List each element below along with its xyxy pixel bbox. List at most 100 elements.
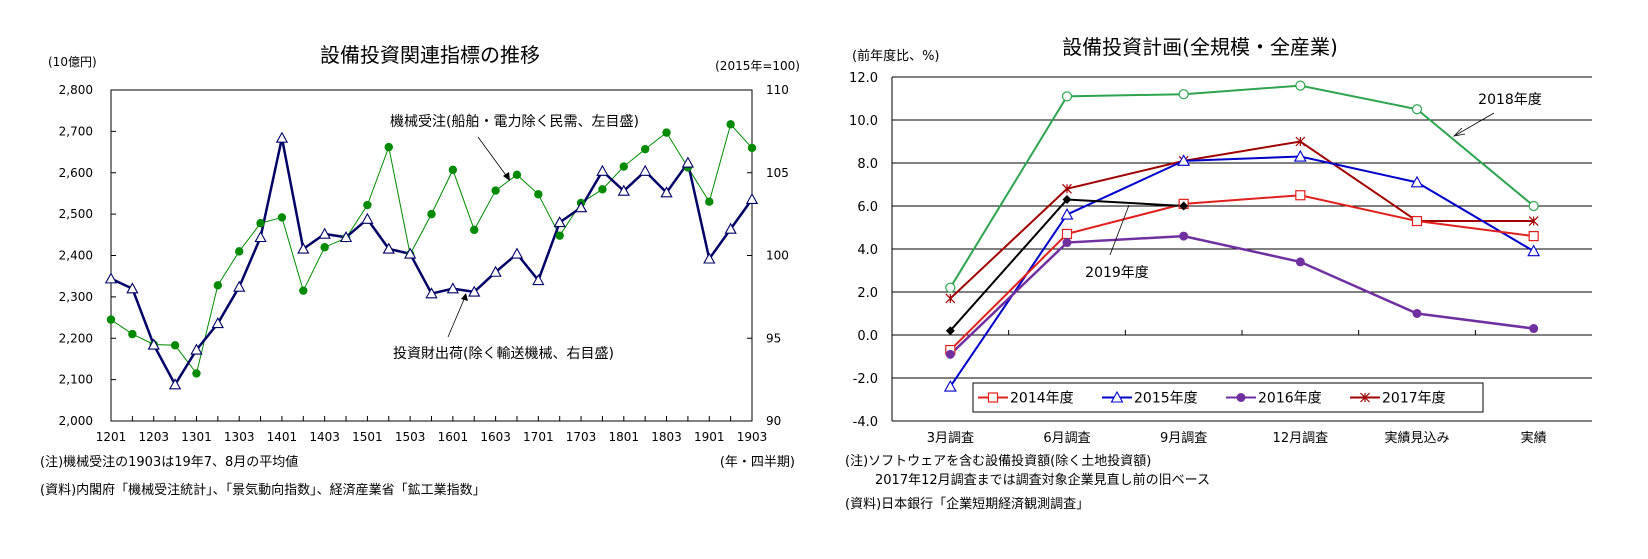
series-2019年度-point — [1179, 201, 1189, 211]
machinery-orders-point — [128, 329, 137, 339]
series-2015年度-point — [1527, 244, 1541, 257]
y-tick-label: 10.0 — [849, 114, 878, 129]
capital-goods-shipments-point — [190, 343, 203, 355]
capital-goods-shipments-point — [275, 131, 289, 143]
shipments-arrow — [447, 296, 466, 338]
series-2016年度-point — [1529, 324, 1539, 334]
capital-goods-shipments-point — [639, 164, 652, 176]
x-tick-label: 1203 — [138, 430, 169, 444]
left-y-tick-label: 2,000 — [59, 414, 93, 428]
machinery-orders-point — [213, 281, 223, 290]
series-2018年度-point — [1411, 104, 1423, 115]
annotation-2018-arrow — [1455, 112, 1495, 136]
category-label: 実績 — [1521, 430, 1547, 446]
machinery-orders-point — [747, 143, 757, 153]
right-y-tick-label: 95 — [766, 331, 781, 345]
annotation-2019-arrow — [1109, 204, 1130, 256]
left-source: (資料)内閣府「機械受注統計」、「景気動向指数」、経済産業省「鉱工業指数」 — [40, 482, 486, 498]
series-2017年度-point — [1062, 183, 1072, 194]
x-tick-label: 1901 — [694, 430, 725, 444]
series-2017年度-line — [949, 140, 1534, 300]
capital-goods-shipments-point — [574, 201, 588, 213]
y-tick-label: 12.0 — [849, 71, 878, 86]
annotation-2018-arrowhead — [1452, 127, 1466, 137]
left-y-tick-label: 2,200 — [59, 331, 93, 345]
x-tick-label: 1301 — [181, 430, 212, 444]
right-y-tick-label: 105 — [766, 166, 789, 180]
capital-goods-shipments-point — [361, 212, 374, 224]
series-2017年度-point — [1295, 136, 1306, 147]
machinery-orders-point — [448, 165, 458, 175]
left-x-axis-unit: (年・四半期) — [720, 455, 795, 470]
series-2014年度-line — [949, 194, 1534, 351]
legend-label: 2017年度 — [1382, 391, 1446, 407]
series-2018年度-point — [1528, 200, 1539, 212]
capital-goods-shipments-point — [147, 338, 160, 350]
capital-goods-shipments-point — [660, 186, 673, 198]
x-tick-label: 1403 — [309, 430, 340, 444]
x-tick-label: 1803 — [651, 430, 682, 444]
category-label: 6月調査 — [1043, 431, 1090, 446]
legend-label: 2016年度 — [1258, 391, 1322, 407]
left-y-tick-label: 2,500 — [59, 207, 93, 221]
machinery-orders-point — [534, 190, 543, 199]
capital-goods-shipments-point — [596, 164, 609, 176]
capital-goods-shipments-point — [681, 156, 695, 168]
left-y-tick-label: 2,100 — [59, 373, 93, 387]
annotation-2019: 2019年度 — [1085, 265, 1149, 281]
y-tick-label: -4.0 — [853, 415, 878, 430]
capital-goods-shipments-point — [254, 230, 267, 243]
capital-goods-shipments-point — [510, 247, 524, 259]
left-y-tick-label: 2,700 — [59, 124, 93, 138]
capital-goods-shipments-point — [318, 227, 331, 239]
right-note: (注)ソフトウェアを含む設備投資額(除く土地投資額) — [845, 453, 1151, 469]
x-tick-label: 1903 — [737, 430, 768, 444]
capital-goods-shipments-point — [382, 242, 395, 254]
series-2016年度-point — [1412, 309, 1422, 318]
left-y-tick-label: 2,600 — [59, 166, 93, 180]
series-2014年度-point — [1528, 231, 1539, 242]
category-label: 9月調査 — [1160, 431, 1207, 446]
machinery-orders-point — [106, 315, 116, 324]
x-tick-label: 1201 — [96, 430, 127, 444]
legend-swatch-marker — [1236, 393, 1246, 402]
machinery-orders-point — [598, 185, 607, 194]
capital-goods-shipments-point — [446, 282, 459, 294]
y-tick-label: 6.0 — [857, 200, 878, 215]
x-tick-label: 1501 — [352, 430, 383, 444]
series-2016年度-point — [1295, 257, 1305, 267]
legend-label: 2015年度 — [1134, 391, 1198, 407]
machinery-orders-point — [726, 120, 735, 129]
capital-goods-shipments-point — [532, 273, 545, 286]
series-2015年度-point — [1293, 149, 1307, 162]
machinery-orders-point — [512, 170, 522, 180]
machinery-orders-point — [662, 128, 671, 137]
y-tick-label: 2.0 — [857, 286, 878, 301]
machinery-orders-point — [619, 162, 628, 171]
x-tick-label: 1401 — [267, 430, 298, 444]
machinery-orders-point — [299, 286, 308, 295]
series-2016年度-point — [945, 349, 955, 359]
category-label: 12月調査 — [1273, 431, 1329, 446]
machinery-orders-arrow — [477, 136, 509, 179]
left-plot-frame — [110, 89, 753, 422]
series-2019年度-point — [945, 326, 955, 336]
series-2017年度-point — [945, 293, 956, 304]
series-2015年度-point — [1060, 207, 1074, 220]
series-2018年度-point — [1295, 80, 1306, 91]
machinery-orders-point — [320, 243, 329, 252]
series-2018年度-point — [945, 282, 956, 293]
left-chart-title: 設備投資関連指標の推移 — [320, 43, 540, 67]
x-tick-label: 1801 — [609, 430, 640, 444]
capital-goods-shipments-point — [297, 242, 310, 254]
y-tick-label: -2.0 — [853, 372, 878, 387]
right-y-axis-unit: (2015年=100) — [715, 59, 800, 73]
x-tick-label: 1503 — [395, 430, 426, 444]
legend-swatch-marker — [1360, 392, 1370, 403]
left-y-tick-label: 2,300 — [59, 290, 93, 304]
machinery-orders-point — [170, 341, 180, 350]
series-2018年度-point — [1061, 91, 1073, 102]
right-note-2: 2017年12月調査までは調査対象企業見直し前の旧ベース — [875, 472, 1210, 488]
y-tick-label: 0.0 — [857, 329, 878, 344]
